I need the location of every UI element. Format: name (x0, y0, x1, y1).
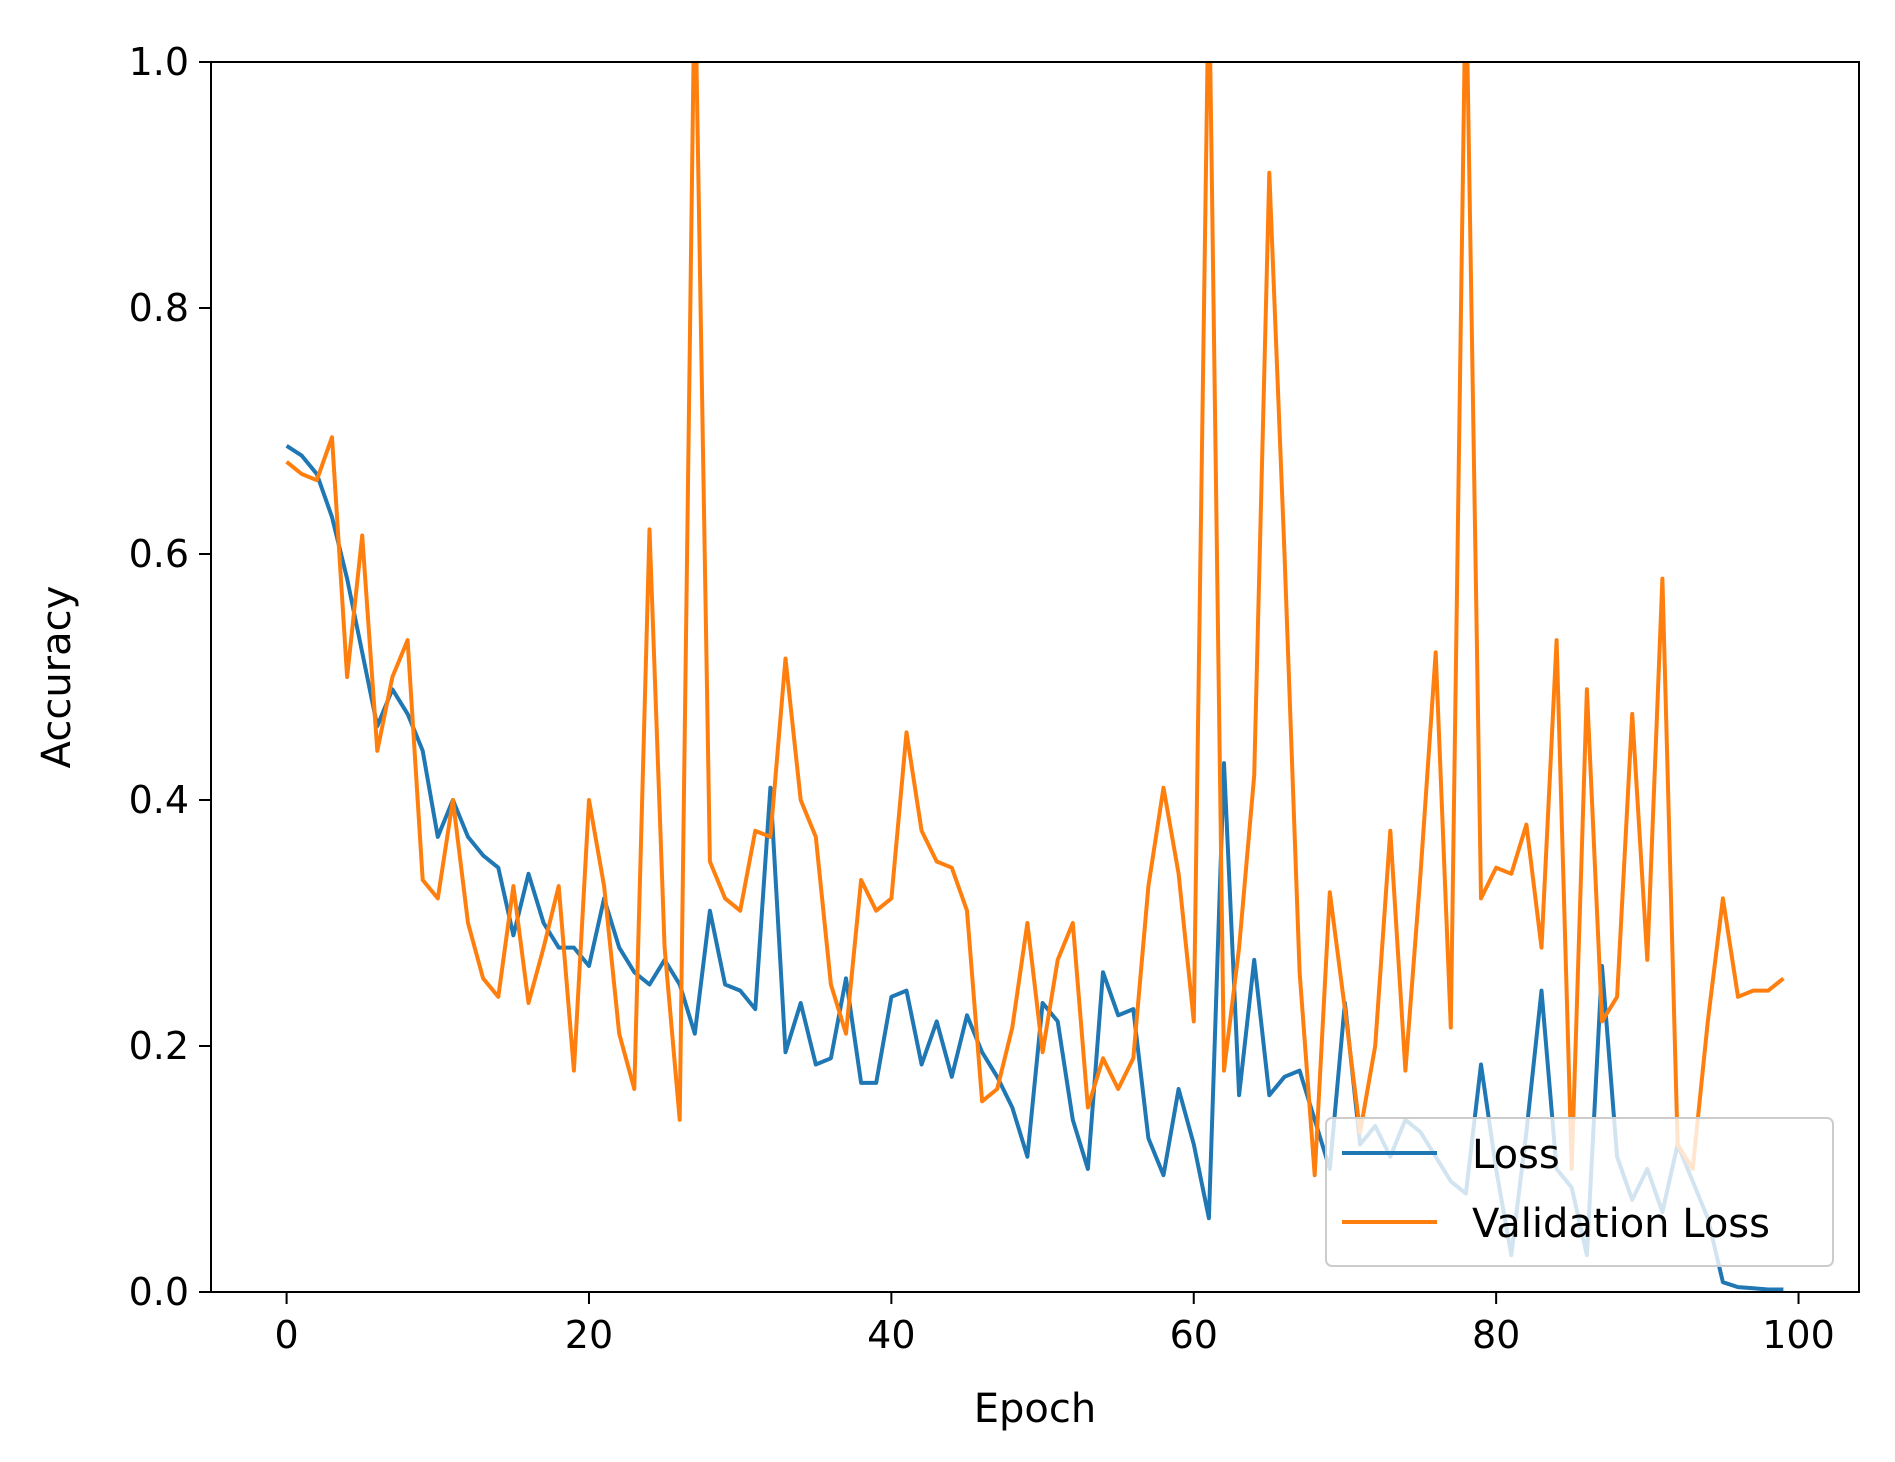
x-axis-label: Epoch (974, 1386, 1096, 1432)
y-tick-label: 0.8 (129, 286, 189, 330)
legend: Loss Validation Loss (1325, 1117, 1834, 1267)
legend-label-validation-loss: Validation Loss (1472, 1201, 1770, 1247)
x-tick-label: 80 (1472, 1313, 1520, 1357)
x-tick-label: 60 (1170, 1313, 1218, 1357)
y-tick-label: 1.0 (129, 40, 189, 84)
series-layer (285, 62, 1785, 1292)
x-tick-label: 100 (1762, 1313, 1835, 1357)
legend-label-loss: Loss (1472, 1132, 1560, 1178)
x-tick-label: 20 (565, 1313, 613, 1357)
x-tick-label: 0 (275, 1313, 299, 1357)
x-axis: 0 20 40 60 80 100 (275, 1292, 1835, 1357)
y-tick-label: 0.2 (129, 1024, 189, 1068)
series-line-validation-loss (285, 62, 1785, 1178)
series-line-loss (285, 444, 1784, 1292)
plot-frame (210, 61, 1860, 1293)
y-tick-label: 0.0 (129, 1270, 189, 1314)
legend-box (1325, 1117, 1834, 1267)
x-tick-label: 40 (867, 1313, 915, 1357)
y-axis-label: Accuracy (34, 586, 80, 769)
y-tick-label: 0.6 (129, 532, 189, 576)
y-tick-label: 0.4 (129, 778, 189, 822)
y-axis: 0.0 0.2 0.4 0.6 0.8 1.0 (129, 40, 211, 1314)
